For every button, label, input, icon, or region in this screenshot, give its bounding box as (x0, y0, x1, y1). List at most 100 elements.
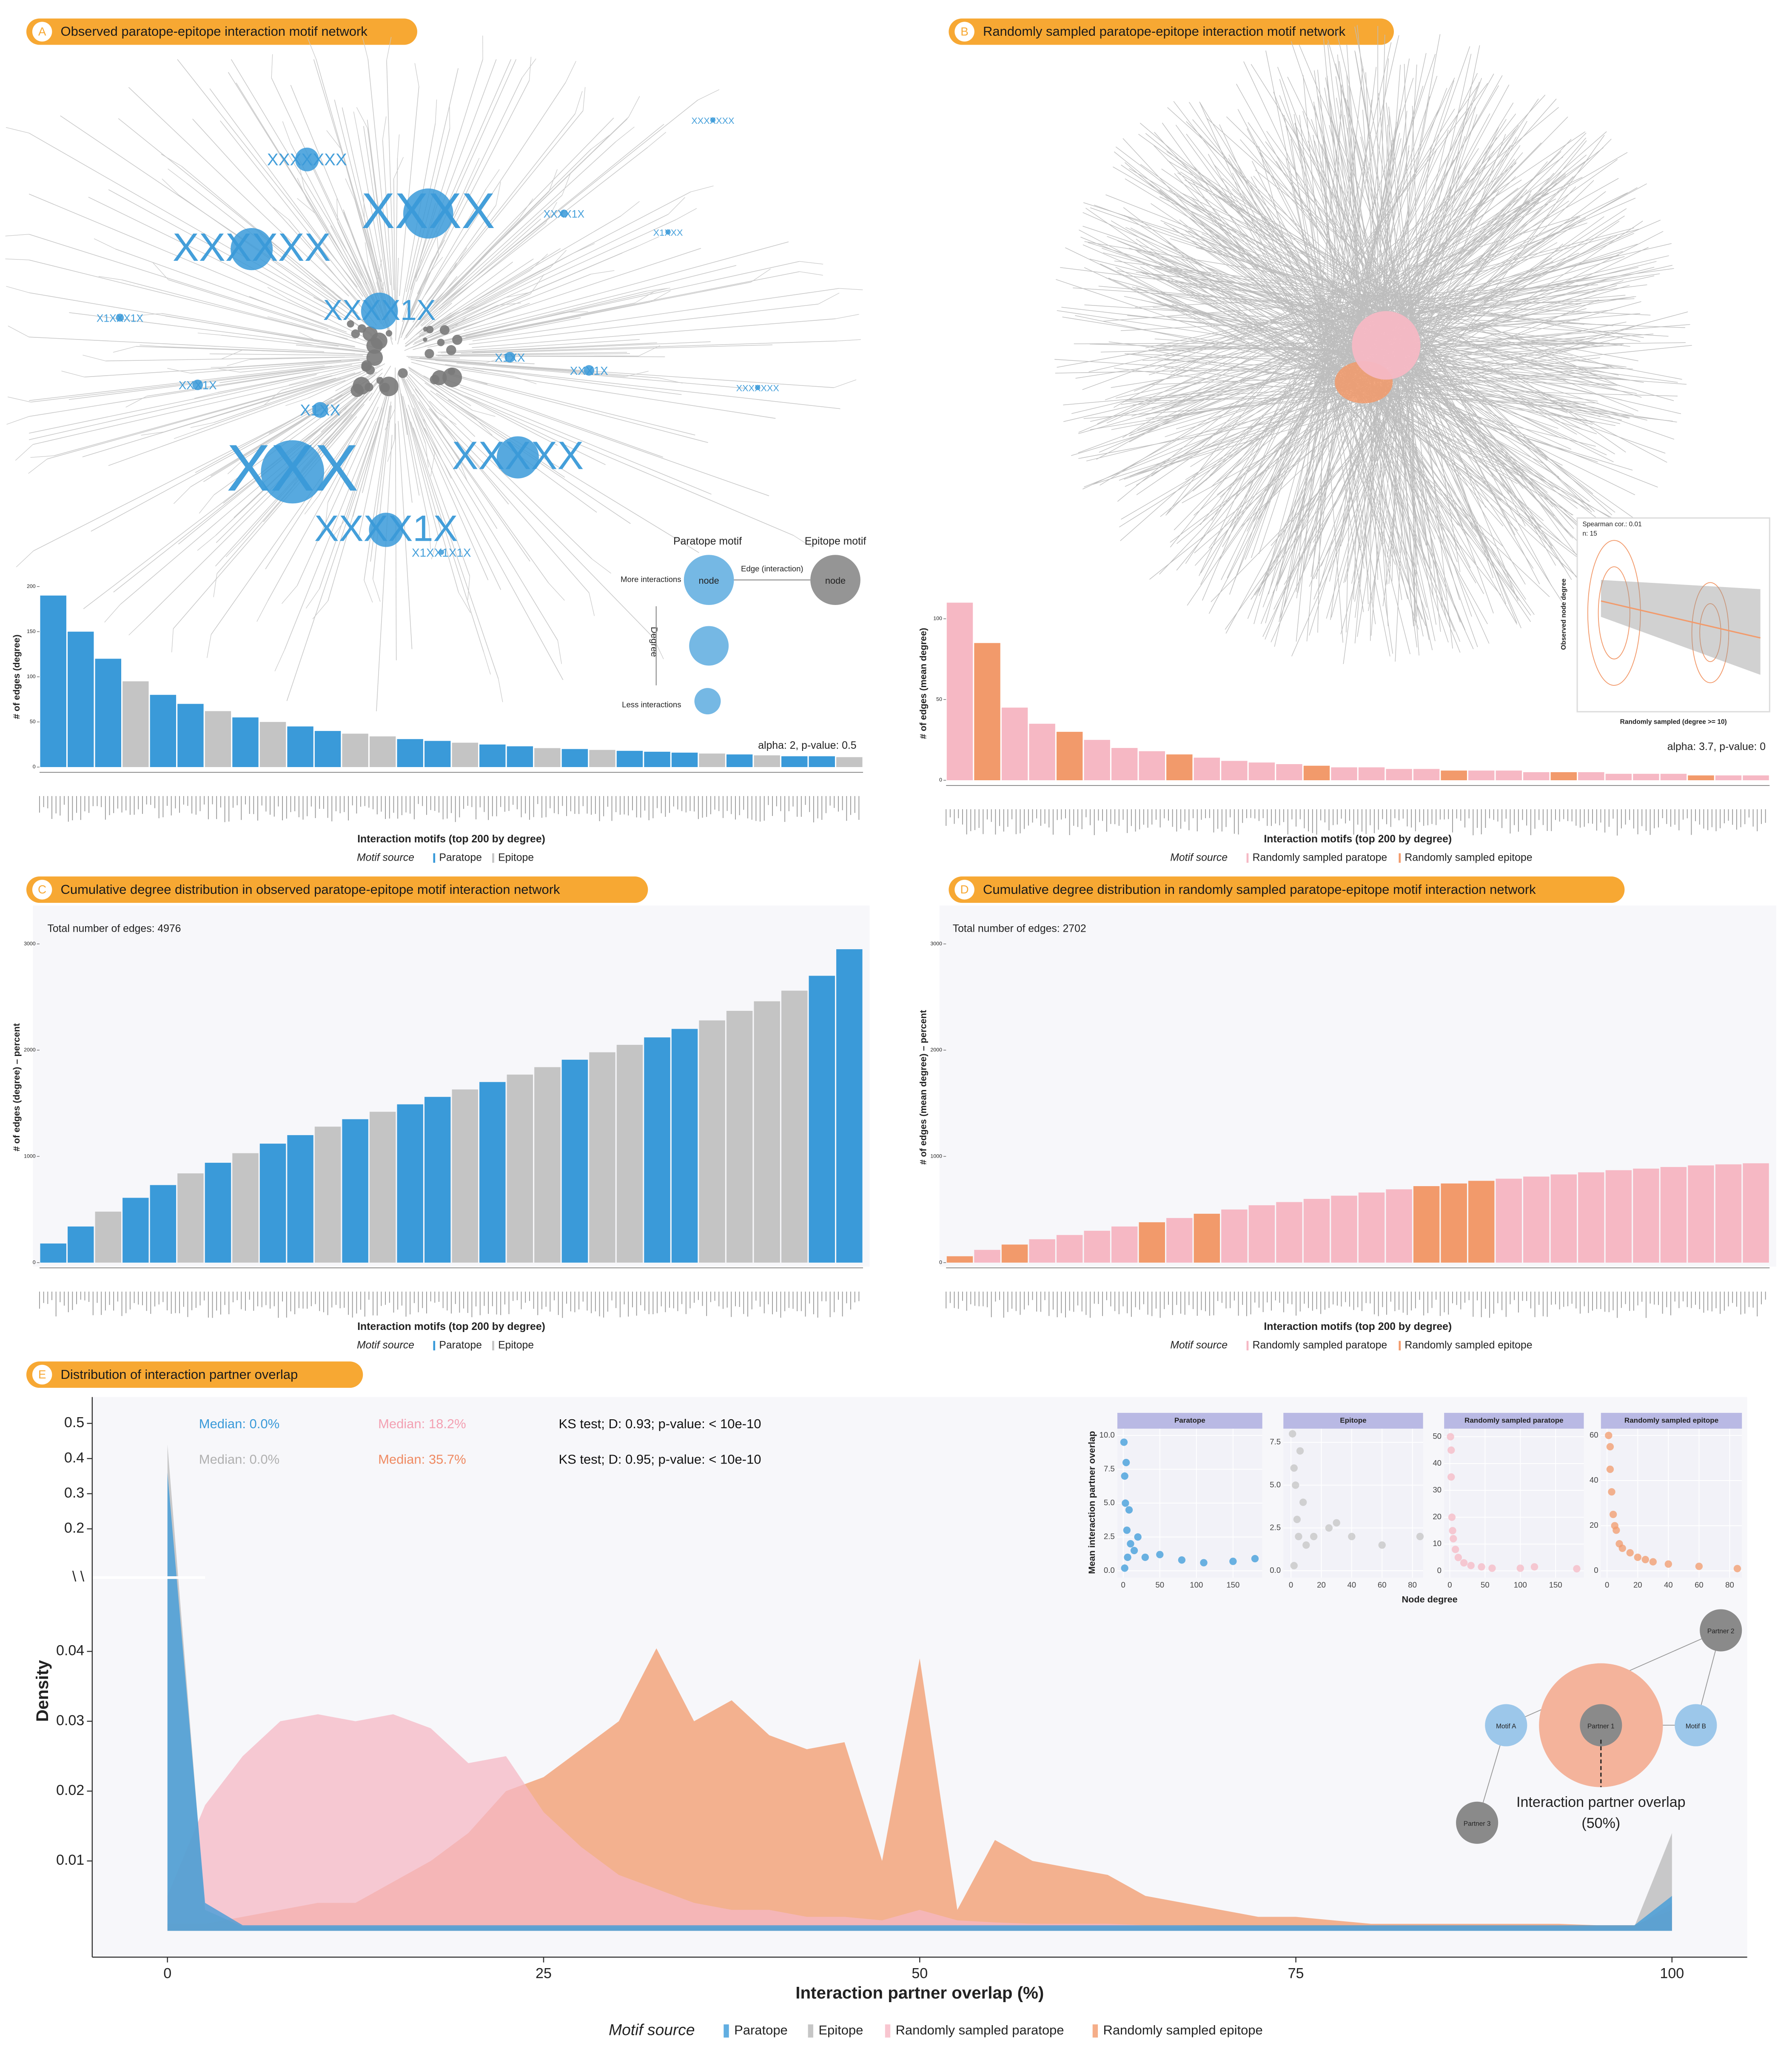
network-edge (1382, 340, 1624, 345)
network-edge (799, 271, 823, 276)
network-edge (1056, 279, 1393, 393)
network-edge (1336, 114, 1516, 348)
bar (95, 1211, 121, 1263)
network-edge (28, 194, 331, 320)
network-edge (1184, 180, 1402, 295)
network-edge (221, 335, 365, 352)
y-tick-label: 0.3 (64, 1485, 84, 1501)
y-tick-label: 1000 (930, 1153, 942, 1159)
node-label: XXXX1X (323, 294, 436, 326)
network-edge (1254, 379, 1390, 596)
network-edge (115, 248, 347, 333)
network-edge (439, 302, 650, 345)
network-edge (163, 346, 355, 354)
network-edge (1382, 370, 1635, 495)
diagram-node-label: Partner 3 (1464, 1820, 1491, 1828)
network-edge (319, 386, 382, 496)
network-edge (1393, 295, 1597, 377)
network-edge (1163, 267, 1328, 335)
bar (95, 659, 121, 767)
network-edge (419, 293, 531, 342)
network-edge (54, 377, 336, 456)
network-edge (1360, 392, 1583, 562)
network-edge (28, 459, 48, 474)
network-edge (60, 115, 337, 303)
legend-swatch (1092, 2024, 1098, 2038)
y-tick-label: 0 (1594, 1566, 1598, 1575)
bar (974, 643, 1000, 780)
network-edge (1129, 326, 1351, 442)
point (1733, 1565, 1741, 1572)
network-edge (1322, 33, 1353, 353)
network-edge (312, 600, 328, 619)
network-edge (190, 422, 214, 428)
network-edge (1329, 391, 1374, 582)
network-edge (1268, 334, 1338, 594)
legend-degree: Degree (649, 627, 660, 657)
network-edge (141, 431, 165, 436)
network-edge (1293, 114, 1337, 367)
panel-title: Observed paratope-epitope interaction mo… (60, 24, 368, 39)
network-edge (406, 408, 459, 593)
panel-letter: A (38, 25, 46, 38)
diagram-node (1700, 1609, 1742, 1652)
network-edge (415, 262, 513, 336)
network-edge (395, 258, 399, 334)
network-edge (750, 268, 771, 282)
network-edge (1390, 157, 1591, 299)
network-edge (1335, 63, 1393, 300)
network-edge (271, 77, 374, 294)
network-edge (1208, 344, 1355, 549)
panel-pill (26, 1361, 363, 1388)
point (1293, 1515, 1301, 1524)
network-edge (363, 194, 365, 219)
network-edge (319, 407, 383, 589)
network-edge (152, 262, 169, 280)
paratope-node (231, 228, 273, 271)
bar (1056, 1235, 1083, 1263)
bar (1441, 770, 1467, 780)
bar (479, 744, 506, 767)
network-edge (225, 539, 243, 557)
diagram-node (1675, 1704, 1717, 1746)
network-edge (1371, 220, 1661, 345)
network-edge (6, 127, 29, 134)
network-edge (1319, 77, 1455, 365)
point (1325, 1524, 1333, 1532)
network-edge (401, 260, 433, 335)
network-edge (440, 418, 654, 638)
strip-title: Epitope (1340, 1416, 1366, 1424)
point (1290, 1464, 1298, 1472)
network-edge (336, 198, 338, 223)
annotation: Median: 0.0% (199, 1416, 279, 1431)
network-edge (434, 215, 621, 325)
y-tick-label: 0 (1437, 1566, 1442, 1575)
bar (561, 1059, 588, 1263)
network-edge (1352, 365, 1531, 616)
network-edge (29, 369, 324, 417)
network-edge (465, 261, 800, 335)
legend-title: Motif source (357, 1339, 414, 1351)
legend-label: Randomly sampled epitope (1103, 2023, 1262, 2037)
network-edge (1120, 305, 1387, 541)
point (1121, 1472, 1128, 1480)
legend-epitope: Epitope motif (805, 536, 866, 547)
bar (1550, 772, 1577, 780)
network-edge (270, 204, 289, 220)
legend-swatch (1246, 1341, 1249, 1351)
epitope-node (366, 349, 383, 366)
network-edge (405, 302, 452, 345)
y-tick-label: 0.04 (56, 1643, 84, 1659)
network-edge (104, 604, 121, 623)
network-edge (1140, 164, 1331, 298)
network-edge (227, 359, 250, 366)
y-tick-label: 5.0 (1270, 1480, 1281, 1489)
bar (287, 1135, 313, 1263)
network-edge (1157, 300, 1373, 371)
network-edge (1339, 374, 1410, 654)
network-edge (128, 618, 146, 636)
point (1606, 1465, 1614, 1473)
network-edge (1314, 105, 1366, 321)
point (1348, 1532, 1356, 1541)
bar (589, 750, 615, 767)
